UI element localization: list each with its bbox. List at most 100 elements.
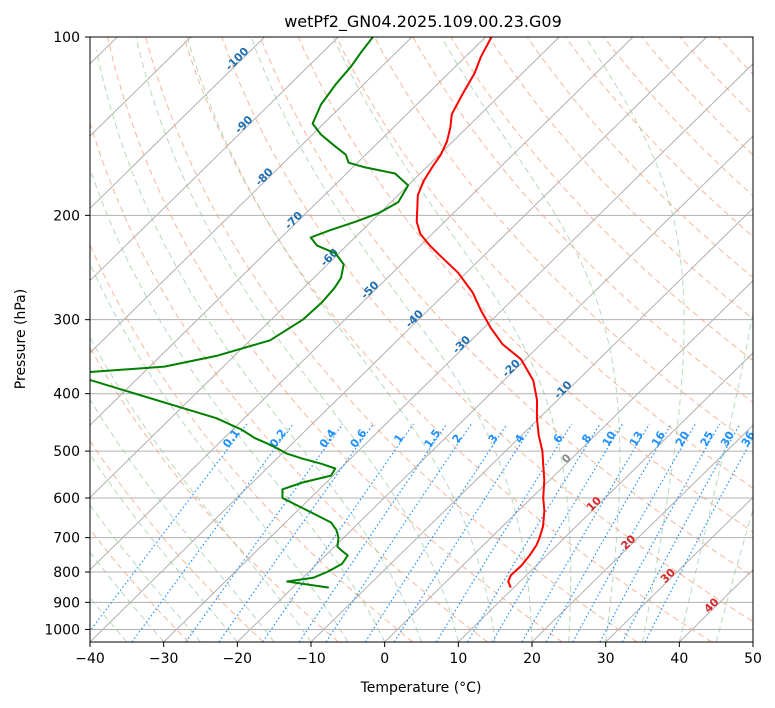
dry-adiabat [183, 37, 712, 642]
mixing-ratio-line [435, 423, 573, 642]
mixing-ratio-label: 3 [486, 432, 501, 446]
mixing-ratio-label: 0.1 [220, 427, 242, 450]
y-tick-label: 600 [53, 491, 80, 507]
mixing-ratio-line [545, 423, 672, 642]
moist-adiabat [678, 37, 753, 642]
y-tick-label: 300 [53, 313, 80, 329]
moist-adiabat [90, 336, 312, 642]
isotherm-line [90, 37, 413, 354]
x-tick-label: 30 [597, 651, 615, 667]
mixing-ratio-line [621, 423, 741, 642]
y-axis-label: Pressure (hPa) [13, 289, 29, 389]
isotherm-line [678, 569, 753, 642]
mixing-ratio-line [599, 423, 721, 642]
isotherm-line [310, 207, 753, 642]
mixing-ratio-line [466, 423, 601, 642]
isotherm-line [163, 63, 753, 642]
dry-adiabat [412, 37, 753, 404]
isotherm-line [90, 37, 339, 282]
dry-adiabat [756, 37, 775, 642]
mixing-ratio-label: 13 [627, 429, 646, 449]
x-tick-label: −20 [223, 651, 253, 667]
isotherm-line [90, 37, 634, 571]
isotherm-line [90, 37, 560, 499]
mixing-ratio-line [393, 423, 534, 642]
chart-title: wetPf2_GN04.2025.109.00.23.G09 [284, 12, 562, 32]
isotherm-label: -70 [282, 209, 305, 232]
isotherm-line [236, 135, 753, 642]
isotherm-line [90, 37, 486, 426]
mixing-ratio-label: 8 [579, 432, 594, 445]
dry-adiabat [641, 37, 753, 156]
x-tick-label: 10 [449, 651, 467, 667]
mixing-ratio-line [364, 423, 508, 642]
isotherm-line [384, 279, 753, 642]
mixing-ratio-label: 30 [718, 429, 737, 449]
mixing-ratio-label: 1.5 [422, 427, 444, 450]
mixing-ratio-line [185, 423, 344, 642]
x-tick-label: 50 [744, 651, 762, 667]
x-tick-label: −30 [149, 651, 179, 667]
mixing-ratio-line [521, 423, 651, 642]
moist-adiabat [441, 37, 621, 642]
moist-adiabat [95, 49, 422, 642]
x-tick-label: −40 [75, 651, 105, 667]
isotherm-line [90, 37, 265, 210]
mixing-ratio-line [298, 423, 448, 642]
y-tick-label: 400 [53, 387, 80, 403]
mixing-ratio-line [491, 423, 624, 642]
dry-adiabat [526, 37, 753, 279]
mixing-ratio-label: 0.4 [317, 427, 339, 451]
moist-adiabat [90, 453, 238, 642]
moist-adiabat [186, 37, 496, 642]
mixing-ratio-label: 0.2 [267, 427, 289, 450]
moist-adiabat [715, 507, 753, 642]
y-tick-label: 200 [53, 208, 80, 224]
dry-adiabat [564, 37, 753, 238]
moist-adiabat [90, 167, 386, 642]
isotherm-label: 40 [702, 595, 722, 615]
y-tick-label: 1000 [44, 622, 80, 638]
isotherm-label: -30 [450, 333, 473, 356]
moist-adiabat [90, 262, 349, 642]
mixing-ratio-label: 0.6 [347, 427, 369, 451]
dry-adiabat [90, 121, 488, 642]
mixing-ratio-line [644, 436, 753, 642]
mixing-ratio-line [262, 423, 414, 642]
axes: −40 −30 −20 −10 0 10 20 30 40 50 100 200 300 400 500 60… [44, 30, 762, 667]
isotherm-label: -50 [358, 278, 381, 301]
x-tick-label: −10 [296, 651, 326, 667]
isotherm-line [752, 641, 753, 642]
dry-adiabat [259, 37, 753, 577]
dry-adiabat [90, 439, 264, 642]
plot-frame [89, 36, 754, 643]
y-tick-label: 500 [53, 444, 80, 460]
y-tick-label: 100 [53, 30, 80, 46]
isotherm-label: -90 [232, 113, 255, 136]
mixing-ratio-label: 25 [698, 429, 717, 449]
isotherm-line [457, 352, 753, 642]
dry-adiabat [145, 37, 638, 642]
isotherm-label: 20 [618, 532, 638, 552]
x-tick-label: 40 [670, 651, 688, 667]
moist-adiabat [90, 504, 201, 642]
mixing-ratio-label: 1 [391, 432, 406, 446]
temperature-profile [415, 37, 546, 588]
dry-adiabat [374, 37, 753, 446]
isotherm-label: -40 [403, 307, 426, 330]
dry-adiabat [90, 243, 414, 642]
dry-adiabat [488, 37, 753, 320]
dry-adiabat [297, 37, 753, 533]
mixing-ratio-line [90, 423, 248, 633]
moist-adiabat [585, 37, 685, 642]
isotherm-line [90, 37, 707, 642]
x-tick-label: 0 [380, 651, 389, 667]
moist-adiabat [90, 398, 275, 642]
isotherm-line [531, 424, 753, 642]
dry-adiabat [450, 37, 753, 362]
moist-adiabat [250, 37, 533, 642]
mixing-ratio-label: 36 [739, 429, 758, 449]
dry-adiabat [336, 37, 753, 489]
y-tick-label: 900 [53, 595, 80, 611]
